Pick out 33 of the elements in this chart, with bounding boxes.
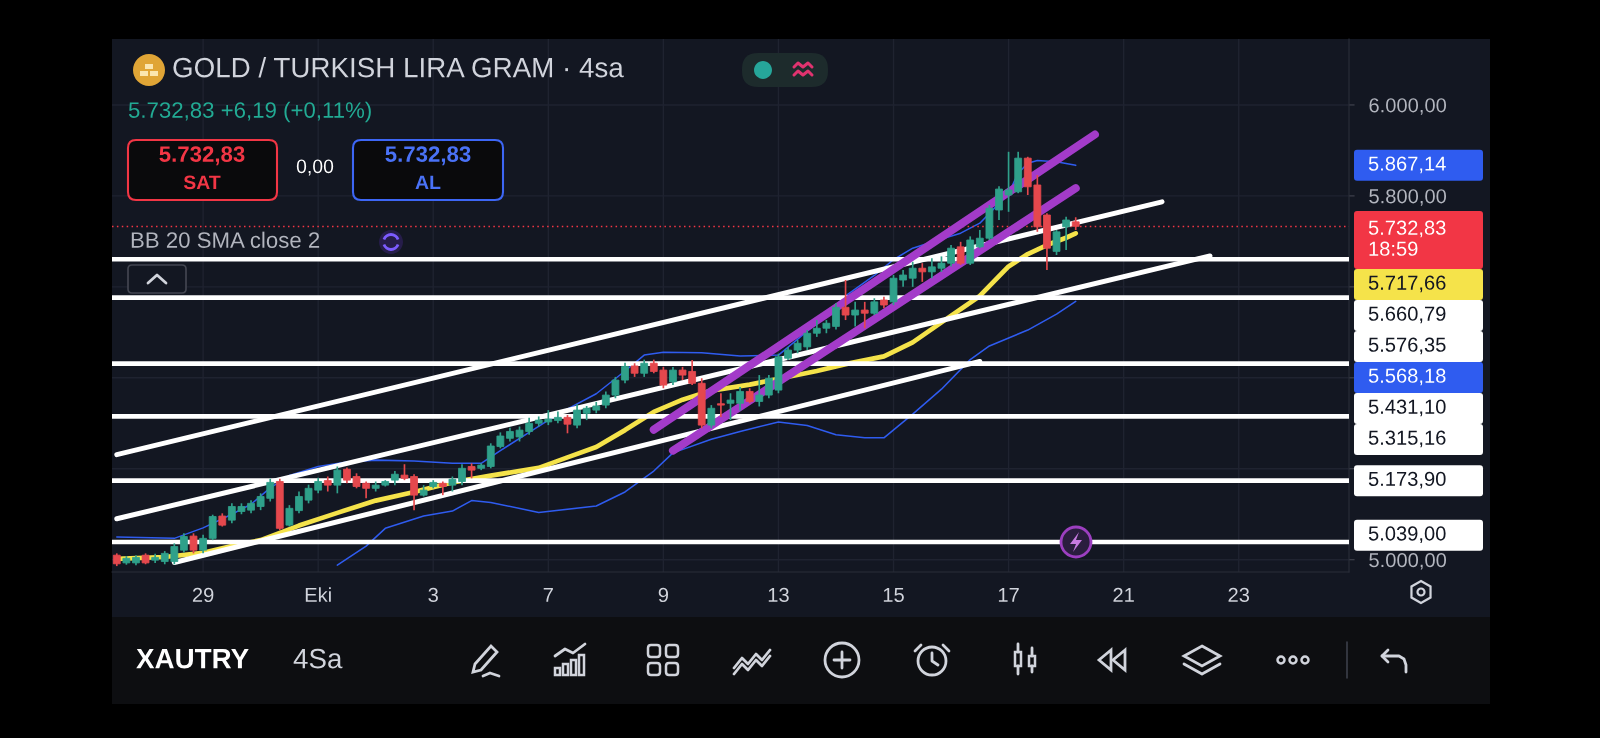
x-tick-label: 9 — [658, 587, 669, 603]
annotation: SAT — [183, 175, 221, 190]
ref-line-label: 5.039,00 — [1368, 526, 1446, 544]
y-tick-label: 6.000,00 — [1369, 98, 1447, 115]
text: 5.732,83 +6,19 (+0,11%) — [128, 101, 371, 123]
x-tick-label: 7 — [543, 588, 553, 602]
text: 4Sa — [293, 648, 343, 669]
text: 5.867,14 — [1368, 156, 1446, 174]
x-tick-label: 23 — [1228, 587, 1250, 603]
x-tick-label: 21 — [1113, 587, 1134, 602]
x-tick-label: 15 — [883, 588, 904, 603]
ref-line-label: 5.660,79 — [1368, 306, 1446, 324]
text: 5.717,66 — [1368, 275, 1446, 293]
text: 5.568,18 — [1368, 368, 1446, 386]
annotation: BB 20 SMA close 2 — [131, 231, 320, 248]
x-tick-label: Eki — [305, 587, 331, 602]
ref-line-label: 5.173,90 — [1368, 471, 1446, 489]
ref-line-label: 5.732,83 18:59 — [1368, 220, 1446, 256]
y-tick-label: 5.800,00 — [1369, 189, 1447, 206]
x-tick-label: 29 — [192, 587, 214, 603]
x-tick-label: 17 — [998, 588, 1019, 602]
annotation: 0,00 — [296, 159, 334, 176]
annotation: 5.732,83 — [159, 146, 245, 166]
ref-line-label: 5.576,35 — [1368, 337, 1446, 355]
text: GOLD / TURKISH LIRA GRAM · 4sa — [173, 57, 624, 78]
ref-line-label: 5.431,10 — [1368, 399, 1446, 417]
annotation: AL — [415, 175, 441, 190]
x-tick-label: 13 — [768, 587, 789, 603]
annotation: 5.732,83 — [385, 146, 471, 166]
x-tick-label: 3 — [428, 587, 438, 603]
ref-line-label: 5.315,16 — [1368, 430, 1446, 448]
text: XAUTRY — [136, 649, 249, 669]
y-tick-label: 5.000,00 — [1369, 552, 1447, 570]
